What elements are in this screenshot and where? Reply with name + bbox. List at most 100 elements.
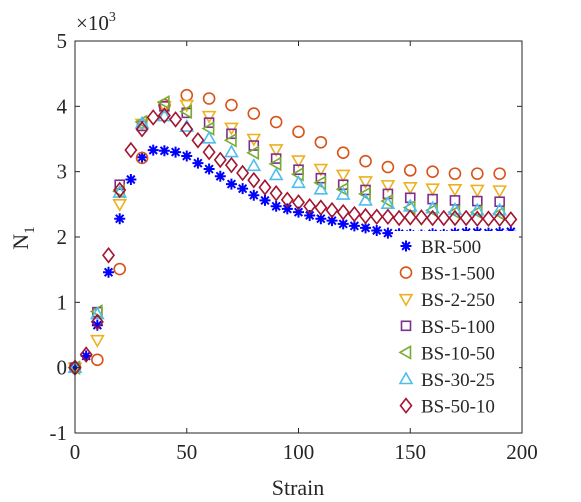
data-point-bs-10-50: [156, 95, 170, 110]
data-point-bs-30-25: [291, 175, 306, 189]
data-point-bs-50-10: [135, 120, 149, 138]
data-point-bs-10-50: [179, 104, 193, 119]
data-point-bs-10-50: [335, 181, 349, 197]
legend-label: BS-50-10: [421, 397, 495, 418]
data-point-bs-50-10: [124, 141, 138, 159]
data-point-br-500: [103, 266, 115, 278]
data-point-br-500: [170, 146, 182, 158]
data-point-bs-50-10: [258, 179, 272, 196]
data-point-bs-50-10: [504, 211, 518, 228]
data-point-bs-10-50: [223, 132, 237, 148]
data-point-br-500: [136, 151, 148, 163]
data-point-bs-50-10: [280, 191, 294, 209]
data-point-bs-5-100: [404, 192, 416, 204]
marker-layer: [67, 88, 518, 376]
data-point-bs-50-10: [359, 207, 373, 225]
x-tick-label: 200: [506, 440, 538, 464]
legend-marker-bs-30-25: [398, 371, 414, 385]
data-point-bs-5-100: [494, 196, 505, 208]
data-point-bs-50-10: [381, 208, 395, 226]
legend: BR-500 BS-1-500 BS-2-250 BS-5-100 BS-10-50 BS…: [393, 231, 519, 427]
data-point-bs-50-10: [247, 171, 261, 189]
data-point-bs-50-10: [325, 201, 339, 219]
data-point-bs-50-10: [437, 209, 451, 227]
data-point-br-500: [315, 213, 327, 225]
data-point-bs-2-250: [492, 185, 508, 199]
legend-item-bs-2-250: BS-2-250: [398, 290, 495, 311]
data-point-br-500: [270, 200, 282, 212]
data-point-bs-50-10: [459, 209, 473, 227]
data-point-bs-50-10: [481, 210, 495, 228]
data-point-br-500: [382, 227, 394, 239]
data-point-br-500: [147, 144, 159, 156]
data-point-bs-50-10: [169, 111, 183, 128]
data-point-bs-50-10: [224, 156, 238, 174]
legend-label: BR-500: [421, 237, 481, 258]
legend-item-bs-10-50: BS-10-50: [398, 343, 495, 364]
data-point-bs-1-500: [381, 160, 395, 174]
data-point-br-500: [158, 145, 170, 157]
y-tick-label: 4: [57, 94, 68, 118]
data-point-bs-2-250: [246, 133, 262, 147]
data-point-bs-2-250: [380, 180, 396, 193]
x-tick-label: 150: [395, 440, 427, 464]
data-point-bs-1-500: [135, 151, 149, 165]
data-point-bs-2-250: [358, 176, 373, 190]
data-point-bs-50-10: [470, 210, 484, 228]
data-point-bs-50-10: [79, 346, 93, 363]
legend-marker-bs-1-500: [399, 266, 413, 279]
data-point-bs-10-50: [246, 145, 260, 161]
data-point-bs-30-25: [492, 202, 508, 216]
data-point-br-500: [259, 194, 271, 206]
legend-item-br-500: BR-500: [400, 237, 481, 258]
y-tick-label: 0: [57, 356, 68, 380]
data-point-bs-10-50: [268, 156, 282, 172]
data-point-bs-30-25: [469, 202, 485, 216]
y-tick-label: 5: [57, 29, 68, 53]
data-point-bs-1-500: [202, 92, 216, 105]
data-point-br-500: [337, 218, 349, 230]
data-point-br-500: [293, 206, 304, 218]
data-point-br-500: [80, 350, 92, 362]
data-point-bs-50-10: [90, 313, 104, 331]
data-point-bs-50-10: [347, 205, 361, 223]
data-point-bs-50-10: [113, 181, 127, 199]
data-point-bs-30-25: [313, 181, 329, 195]
data-point-bs-30-25: [224, 144, 239, 158]
legend-label: BS-5-100: [421, 317, 495, 338]
data-point-br-500: [125, 174, 137, 186]
data-point-br-500: [225, 178, 237, 190]
data-point-bs-30-25: [89, 306, 105, 320]
data-point-bs-1-500: [336, 146, 350, 160]
y-axis-label-subscript: 1: [22, 226, 38, 234]
data-point-bs-2-250: [335, 169, 351, 183]
data-point-bs-2-250: [402, 182, 418, 195]
data-point-bs-2-250: [313, 163, 329, 177]
data-point-bs-2-250: [112, 199, 128, 212]
data-point-br-500: [360, 222, 372, 234]
y-tick-label: 3: [57, 160, 68, 184]
data-point-bs-50-10: [202, 143, 216, 161]
legend-marker-br-500: [400, 240, 412, 252]
data-point-bs-2-250: [447, 184, 463, 197]
x-tick-label: 0: [70, 440, 81, 464]
data-point-bs-30-25: [268, 167, 284, 181]
y-multiplier-base: ×10: [76, 11, 109, 35]
data-point-bs-2-250: [268, 144, 284, 158]
x-tick-label: 50: [176, 440, 197, 464]
data-point-bs-30-25: [134, 115, 150, 129]
legend-marker-bs-10-50: [398, 345, 412, 360]
data-point-bs-30-25: [201, 130, 217, 144]
data-point-bs-1-500: [91, 353, 104, 367]
legend-label: BS-1-500: [421, 264, 495, 285]
legend-label: BS-30-25: [421, 370, 495, 391]
data-point-bs-30-25: [157, 108, 172, 122]
data-point-br-500: [214, 170, 226, 182]
data-point-bs-1-500: [426, 165, 439, 178]
legend-item-bs-1-500: BS-1-500: [399, 264, 495, 285]
data-point-br-500: [371, 224, 383, 236]
y-multiplier: ×103: [76, 10, 116, 35]
data-point-bs-50-10: [426, 209, 440, 227]
data-point-bs-50-10: [493, 210, 507, 228]
